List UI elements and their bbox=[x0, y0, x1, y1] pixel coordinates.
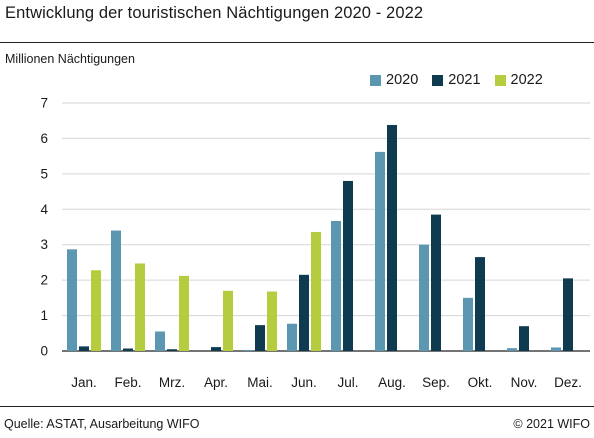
bar-2021-aug bbox=[387, 124, 397, 351]
bar-2020-sep bbox=[419, 244, 429, 351]
y-tick-label: 5 bbox=[40, 166, 48, 181]
bar-2021-jul bbox=[343, 180, 353, 351]
bar-2020-jan bbox=[67, 249, 77, 351]
bar-2020-mai bbox=[243, 349, 253, 351]
legend: 2020 2021 2022 bbox=[370, 72, 557, 88]
y-tick-label: 3 bbox=[40, 237, 48, 252]
bar-2020-mrz bbox=[155, 331, 165, 351]
bar-2020-jul bbox=[331, 220, 341, 351]
bar-2021-mai bbox=[255, 325, 265, 351]
legend-label-2020: 2020 bbox=[386, 72, 419, 88]
bar-2020-okt bbox=[463, 297, 473, 351]
y-axis-label: Millionen Nächtigungen bbox=[5, 52, 135, 66]
bar-2021-mrz bbox=[167, 349, 177, 351]
y-tick-label: 1 bbox=[40, 308, 48, 323]
x-tick-label: Feb. bbox=[114, 375, 141, 390]
y-tick-label: 6 bbox=[40, 131, 48, 146]
legend-swatch-2021 bbox=[432, 74, 444, 86]
y-tick-label: 7 bbox=[40, 96, 48, 111]
bar-2022-mai bbox=[267, 291, 277, 351]
bar-2020-nov bbox=[507, 348, 517, 351]
bar-2022-jun bbox=[311, 231, 321, 351]
legend-swatch-2020 bbox=[370, 74, 381, 86]
x-tick-label: Jan. bbox=[71, 375, 97, 390]
legend-item-2022: 2022 bbox=[494, 72, 543, 88]
bar-2021-sep bbox=[431, 214, 441, 351]
bar-2020-dez bbox=[551, 347, 561, 351]
copyright-note: © 2021 WIFO bbox=[513, 417, 590, 431]
x-tick-label: Okt. bbox=[468, 375, 493, 390]
x-tick-label: Aug. bbox=[378, 375, 406, 390]
bar-2020-aug bbox=[375, 151, 385, 351]
x-tick-label: Sep. bbox=[422, 375, 450, 390]
bar-2021-okt bbox=[475, 257, 485, 351]
x-tick-label: Jul. bbox=[337, 375, 358, 390]
y-tick-label: 2 bbox=[40, 273, 48, 288]
bar-2022-apr bbox=[223, 290, 233, 351]
footer-divider bbox=[0, 406, 594, 407]
bar-2022-feb bbox=[135, 263, 145, 351]
bar-2021-jun bbox=[299, 274, 309, 351]
bar-2022-jan bbox=[91, 270, 101, 351]
bar-2021-jan bbox=[79, 346, 89, 351]
bar-2021-apr bbox=[211, 347, 221, 351]
bar-2021-nov bbox=[519, 326, 529, 351]
x-tick-label: Mrz. bbox=[159, 375, 185, 390]
legend-item-2020: 2020 bbox=[370, 72, 418, 88]
bar-2021-feb bbox=[123, 348, 133, 351]
legend-label-2021: 2021 bbox=[448, 72, 481, 88]
bar-2022-mrz bbox=[179, 275, 189, 351]
y-tick-label: 4 bbox=[40, 202, 48, 217]
source-note: Quelle: ASTAT, Ausarbeitung WIFO bbox=[4, 417, 200, 431]
y-tick-label: 0 bbox=[40, 344, 48, 359]
x-tick-label: Dez. bbox=[554, 375, 582, 390]
x-tick-label: Jun. bbox=[291, 375, 317, 390]
bar-2020-feb bbox=[111, 230, 121, 351]
x-tick-label: Mai. bbox=[247, 375, 273, 390]
legend-item-2021: 2021 bbox=[432, 72, 481, 88]
legend-label-2022: 2022 bbox=[510, 72, 543, 88]
title-divider bbox=[0, 42, 594, 43]
bar-2021-dez bbox=[563, 278, 573, 351]
x-tick-label: Nov. bbox=[511, 375, 538, 390]
chart-title: Entwicklung der touristischen Nächtigung… bbox=[5, 4, 424, 22]
x-tick-label: Apr. bbox=[204, 375, 228, 390]
bar-2020-jun bbox=[287, 323, 297, 351]
legend-swatch-2022 bbox=[494, 74, 506, 86]
